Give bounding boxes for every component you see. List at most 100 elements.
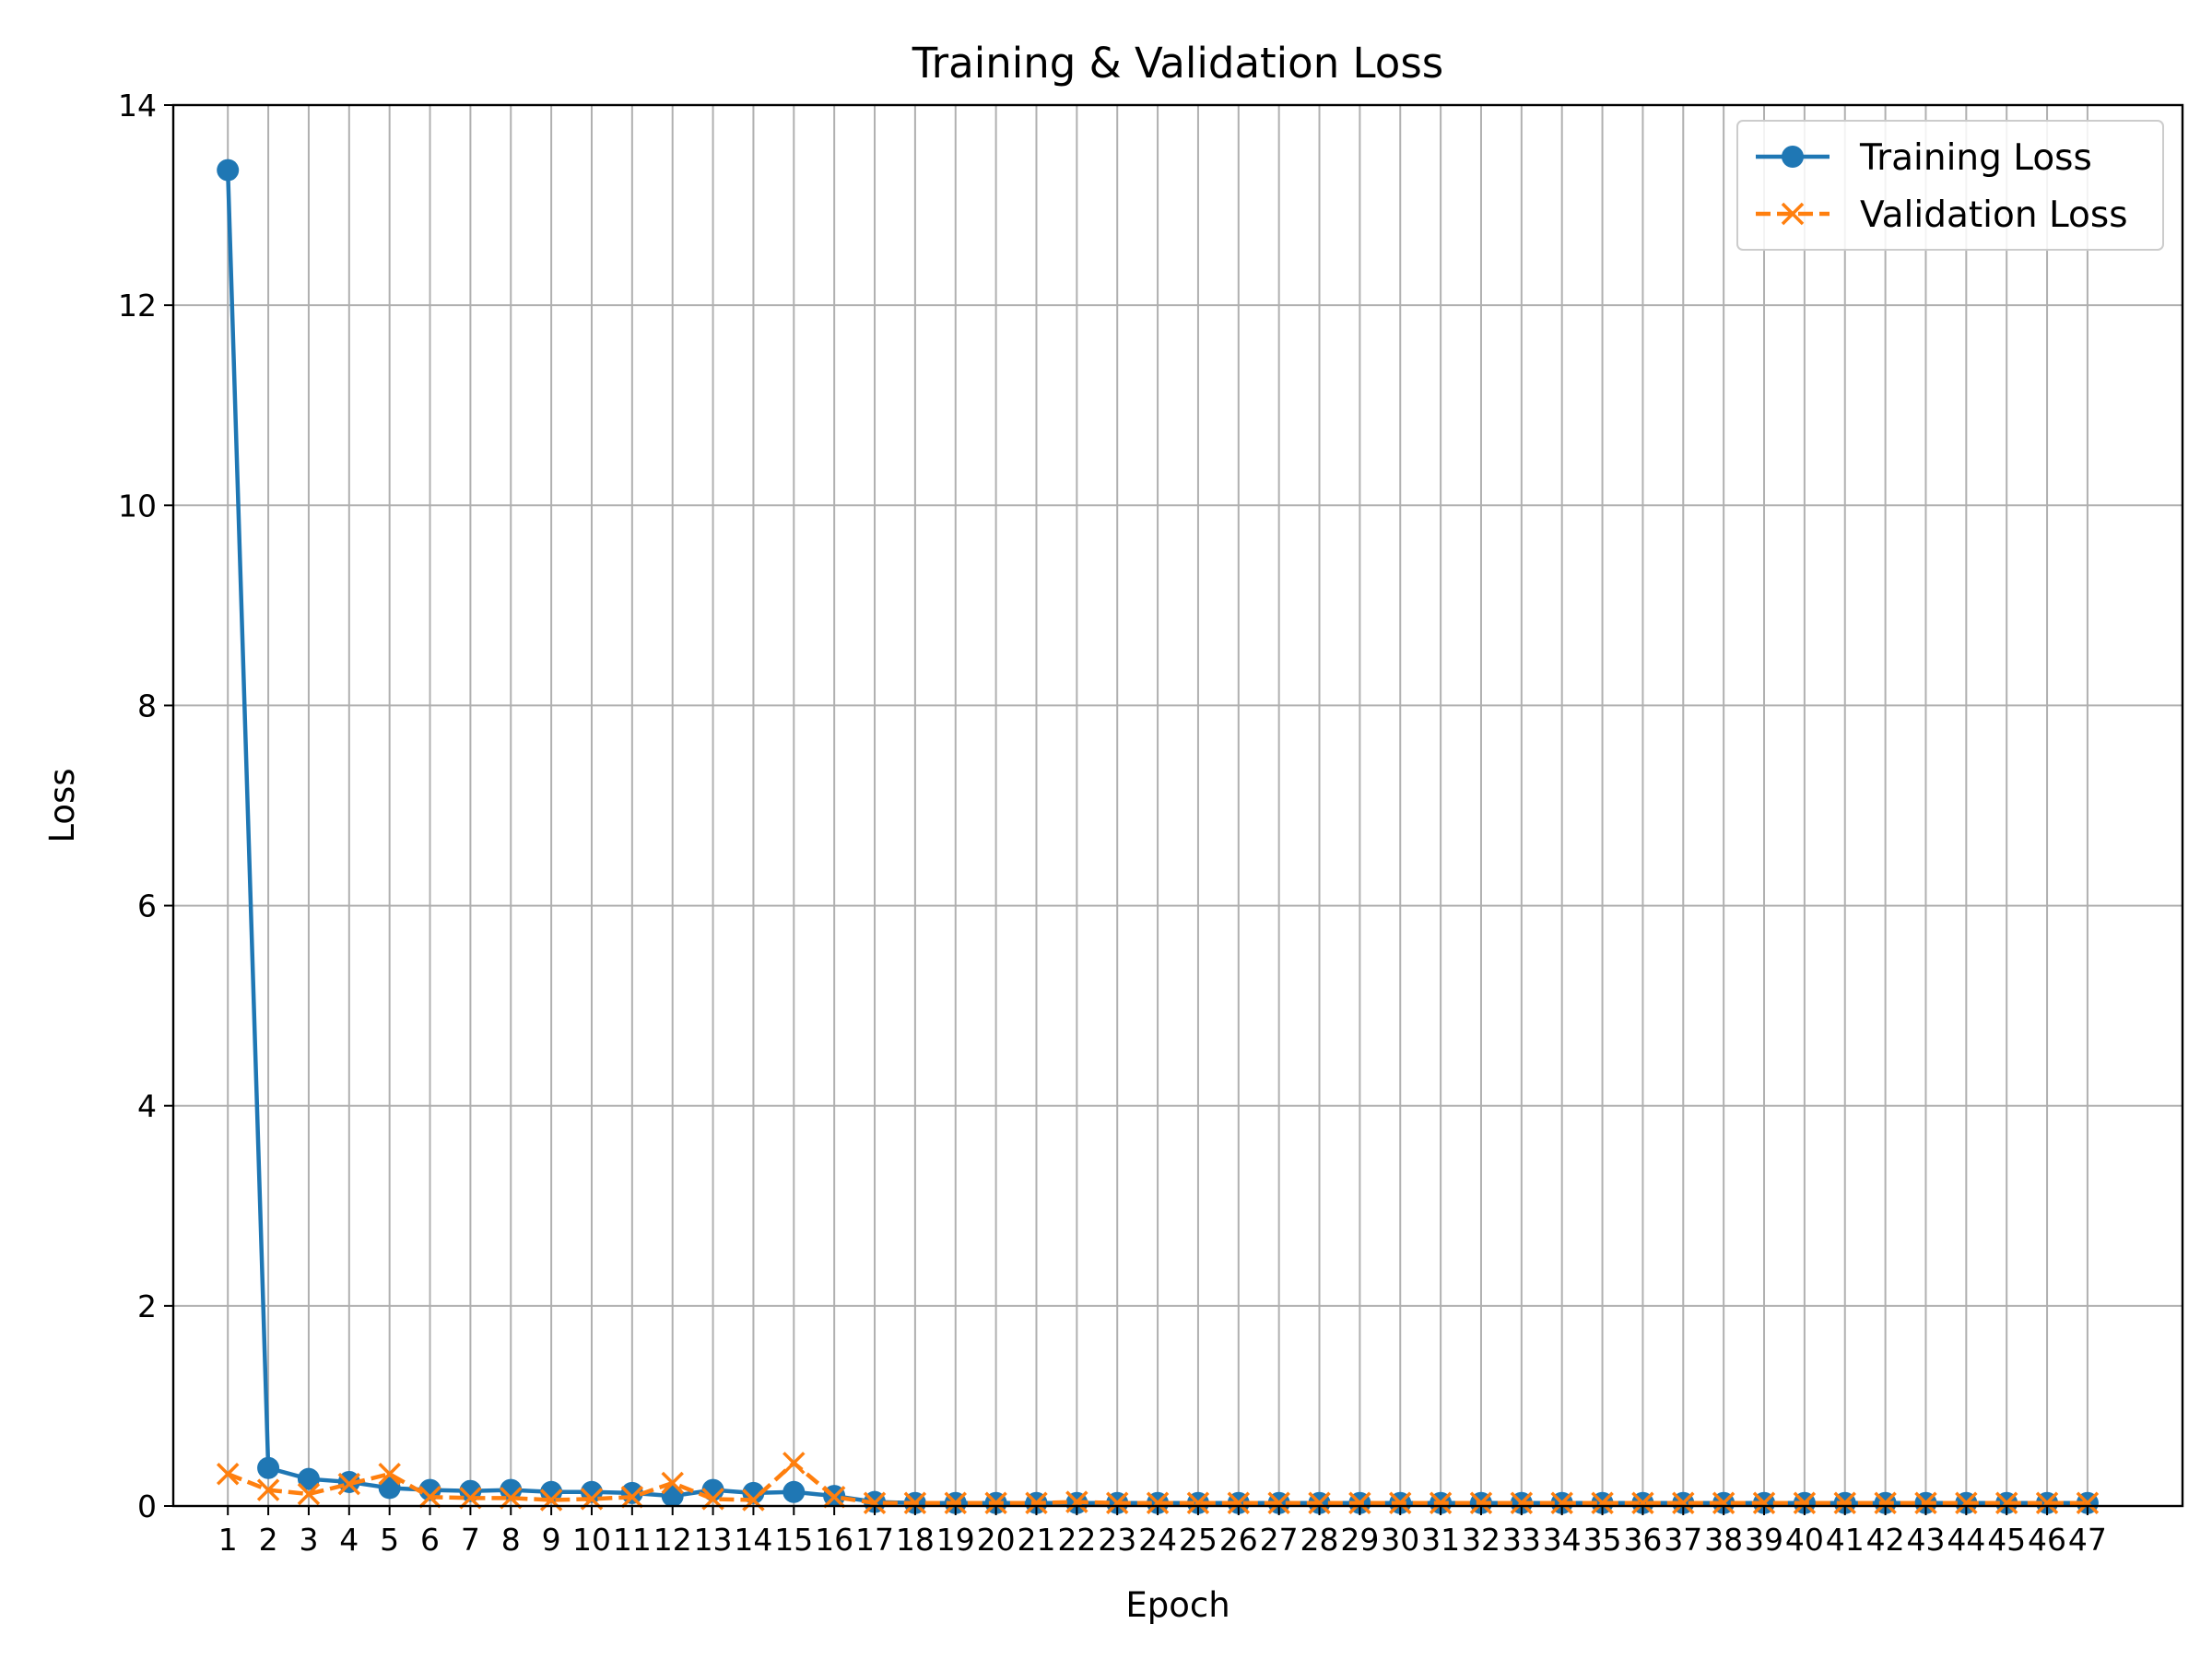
data-point — [1955, 1491, 1978, 1514]
data-point — [984, 1491, 1007, 1514]
x-tick-label: 10 — [572, 1522, 611, 1558]
data-point — [1672, 1491, 1695, 1514]
x-tick-label: 30 — [1381, 1522, 1419, 1558]
x-tick-label: 41 — [1826, 1522, 1865, 1558]
data-point — [1186, 1491, 1210, 1514]
x-tick-label: 29 — [1340, 1522, 1379, 1558]
data-point — [216, 1463, 240, 1486]
x-tick-label: 46 — [2028, 1522, 2066, 1558]
data-point — [620, 1485, 644, 1509]
legend-label: Validation Loss — [1860, 194, 2128, 236]
x-tick-label: 9 — [542, 1522, 561, 1558]
data-point — [1631, 1491, 1654, 1514]
x-tick-label: 2 — [259, 1522, 278, 1558]
data-point — [782, 1480, 806, 1503]
x-tick-label: 25 — [1179, 1522, 1218, 1558]
x-tick-label: 33 — [1502, 1522, 1541, 1558]
x-tick-label: 24 — [1138, 1522, 1177, 1558]
data-point — [217, 159, 240, 182]
data-point — [1914, 1491, 1937, 1514]
data-point — [1348, 1491, 1371, 1514]
x-tick-label: 44 — [1947, 1522, 1985, 1558]
x-axis-title: Epoch — [1125, 1585, 1230, 1625]
data-point — [1308, 1491, 1331, 1514]
x-tick-label: 21 — [1017, 1522, 1055, 1558]
data-point — [1469, 1491, 1493, 1514]
data-point — [903, 1491, 927, 1514]
x-tick-label: 31 — [1421, 1522, 1460, 1558]
data-point — [1389, 1491, 1412, 1514]
x-tick-label: 34 — [1543, 1522, 1582, 1558]
legend: Training Loss Validation Loss — [1736, 120, 2164, 251]
data-point — [378, 1477, 401, 1500]
data-point — [2076, 1491, 2100, 1514]
data-point — [1833, 1491, 1856, 1514]
x-tick-label: 4 — [339, 1522, 359, 1558]
x-tick-label: 47 — [2068, 1522, 2107, 1558]
data-point — [1752, 1491, 1776, 1514]
legend-label: Training Loss — [1859, 137, 2092, 179]
data-point — [418, 1485, 441, 1509]
chart-title: Training & Validation Loss — [912, 39, 1443, 88]
data-point — [256, 1478, 280, 1501]
y-tick-label: 6 — [137, 888, 157, 924]
circle-marker-icon — [1782, 146, 1804, 168]
x-tick-label: 27 — [1260, 1522, 1299, 1558]
x-tick-label: 18 — [896, 1522, 935, 1558]
x-tick-label: 14 — [734, 1522, 772, 1558]
x-marker-icon — [1781, 202, 1805, 226]
legend-item-validation-loss: Validation Loss — [1756, 194, 2128, 236]
data-point — [1065, 1490, 1088, 1513]
legend-item-training-loss: Training Loss — [1756, 137, 2092, 179]
data-point — [459, 1487, 482, 1510]
data-point — [500, 1478, 523, 1501]
data-point — [1267, 1491, 1290, 1514]
x-tick-label: 23 — [1098, 1522, 1136, 1558]
x-tick-label: 7 — [461, 1522, 480, 1558]
x-tick-label: 16 — [815, 1522, 853, 1558]
legend-box — [1736, 120, 2164, 251]
data-point — [257, 1456, 280, 1479]
data-point — [1994, 1491, 2018, 1514]
x-tick-label: 36 — [1623, 1522, 1662, 1558]
x-tick-label: 37 — [1664, 1522, 1702, 1558]
data-point — [1712, 1491, 1735, 1514]
plot-area-frame — [171, 103, 2184, 1508]
x-tick-label: 42 — [1866, 1522, 1905, 1558]
x-tick-label: 22 — [1057, 1522, 1096, 1558]
x-tick-label: 38 — [1704, 1522, 1743, 1558]
data-point — [297, 1467, 320, 1490]
x-tick-label: 12 — [653, 1522, 692, 1558]
x-tick-label: 43 — [1906, 1522, 1945, 1558]
y-tick-label: 4 — [137, 1088, 157, 1124]
x-tick-label: 6 — [420, 1522, 440, 1558]
x-tick-label: 3 — [299, 1522, 318, 1558]
x-tick-label: 45 — [1987, 1522, 2026, 1558]
x-tick-label: 28 — [1300, 1522, 1339, 1558]
x-tick-label: 32 — [1462, 1522, 1500, 1558]
series-layer — [216, 159, 2100, 1514]
data-point — [540, 1480, 563, 1503]
series-line — [227, 1461, 2088, 1505]
data-point — [1429, 1491, 1453, 1514]
data-point — [782, 1452, 806, 1475]
axis-ticks: 1 2 3 4 5 6 7 8 9 10 11 12 13 14 15 16 17 18 19 20 21 22 23 24 2… — [118, 88, 2107, 1558]
x-tick-label: 35 — [1583, 1522, 1622, 1558]
x-tick-label: 5 — [380, 1522, 399, 1558]
x-tick-label: 17 — [855, 1522, 894, 1558]
x-tick-label: 11 — [613, 1522, 652, 1558]
data-point — [1227, 1491, 1251, 1514]
x-tick-label: 8 — [501, 1522, 521, 1558]
x-tick-label: 15 — [774, 1522, 813, 1558]
data-point — [1874, 1491, 1897, 1514]
data-point — [337, 1472, 361, 1496]
x-tick-label: 26 — [1219, 1522, 1258, 1558]
y-tick-label: 12 — [118, 288, 157, 324]
x-tick-label: 13 — [694, 1522, 733, 1558]
x-tick-label: 1 — [218, 1522, 238, 1558]
data-point — [1146, 1491, 1170, 1514]
data-point — [1793, 1491, 1817, 1514]
y-tick-label: 0 — [137, 1488, 157, 1524]
